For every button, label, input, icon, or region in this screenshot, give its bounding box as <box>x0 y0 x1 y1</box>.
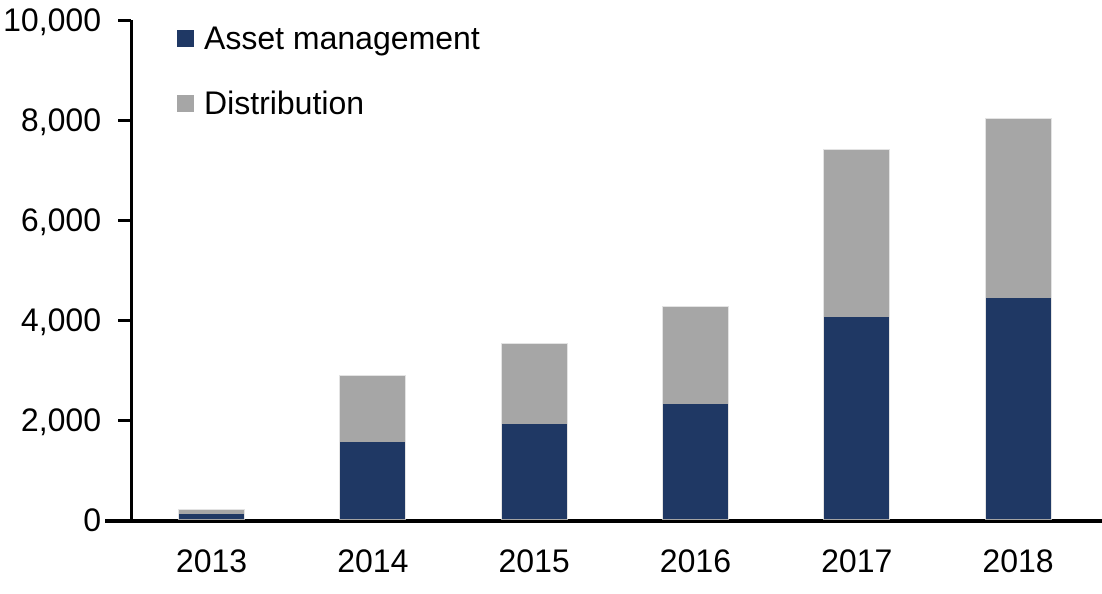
bar-segment-distribution-2016 <box>662 306 728 404</box>
x-axis-label-2014: 2014 <box>337 543 409 579</box>
y-tick-label: 10,000 <box>3 2 101 38</box>
bar-segment-distribution-2013 <box>179 510 244 514</box>
bar-segment-distribution-2015 <box>501 344 567 424</box>
bar-segment-asset-management-2014 <box>340 441 406 519</box>
y-tick-label: 4,000 <box>20 302 101 338</box>
y-tick-label: 2,000 <box>20 402 101 438</box>
bar-2016 <box>662 306 728 519</box>
bar-segment-asset-management-2015 <box>501 424 567 519</box>
legend-swatch-icon <box>177 29 194 47</box>
legend-label: Distribution <box>204 85 365 121</box>
bar-2014 <box>340 376 406 519</box>
bar-2018 <box>985 119 1051 519</box>
bar-segment-asset-management-2016 <box>662 404 728 519</box>
x-axis-label-2015: 2015 <box>498 543 570 579</box>
x-axis-label-2017: 2017 <box>821 543 893 579</box>
y-tick-mark <box>118 318 131 322</box>
bar-2013 <box>179 510 244 519</box>
bar-segment-distribution-2014 <box>340 376 406 442</box>
x-axis-label-2018: 2018 <box>982 543 1054 579</box>
x-axis-label-2016: 2016 <box>659 543 731 579</box>
legend-item-asset-management: Asset management <box>177 20 480 56</box>
y-tick-label: 0 <box>83 502 101 538</box>
legend-item-distribution: Distribution <box>177 85 364 121</box>
y-tick-mark <box>118 18 131 22</box>
y-tick-label: 8,000 <box>20 102 101 138</box>
bar-segment-asset-management-2017 <box>824 316 890 519</box>
y-tick-mark <box>118 418 131 422</box>
bar-segment-asset-management-2018 <box>985 298 1051 519</box>
y-axis-line <box>130 20 133 523</box>
legend-swatch-icon <box>177 94 194 112</box>
y-tick-label: 6,000 <box>20 202 101 238</box>
x-axis-line <box>105 519 1102 523</box>
bar-2017 <box>824 150 890 519</box>
bar-segment-distribution-2017 <box>824 150 890 317</box>
x-axis-label-2013: 2013 <box>175 543 248 579</box>
y-tick-mark <box>118 218 131 222</box>
legend-label: Asset management <box>204 20 480 56</box>
bar-segment-distribution-2018 <box>985 119 1051 298</box>
bar-segment-asset-management-2013 <box>179 514 244 519</box>
y-tick-mark <box>118 118 131 122</box>
bar-2015 <box>501 344 567 519</box>
